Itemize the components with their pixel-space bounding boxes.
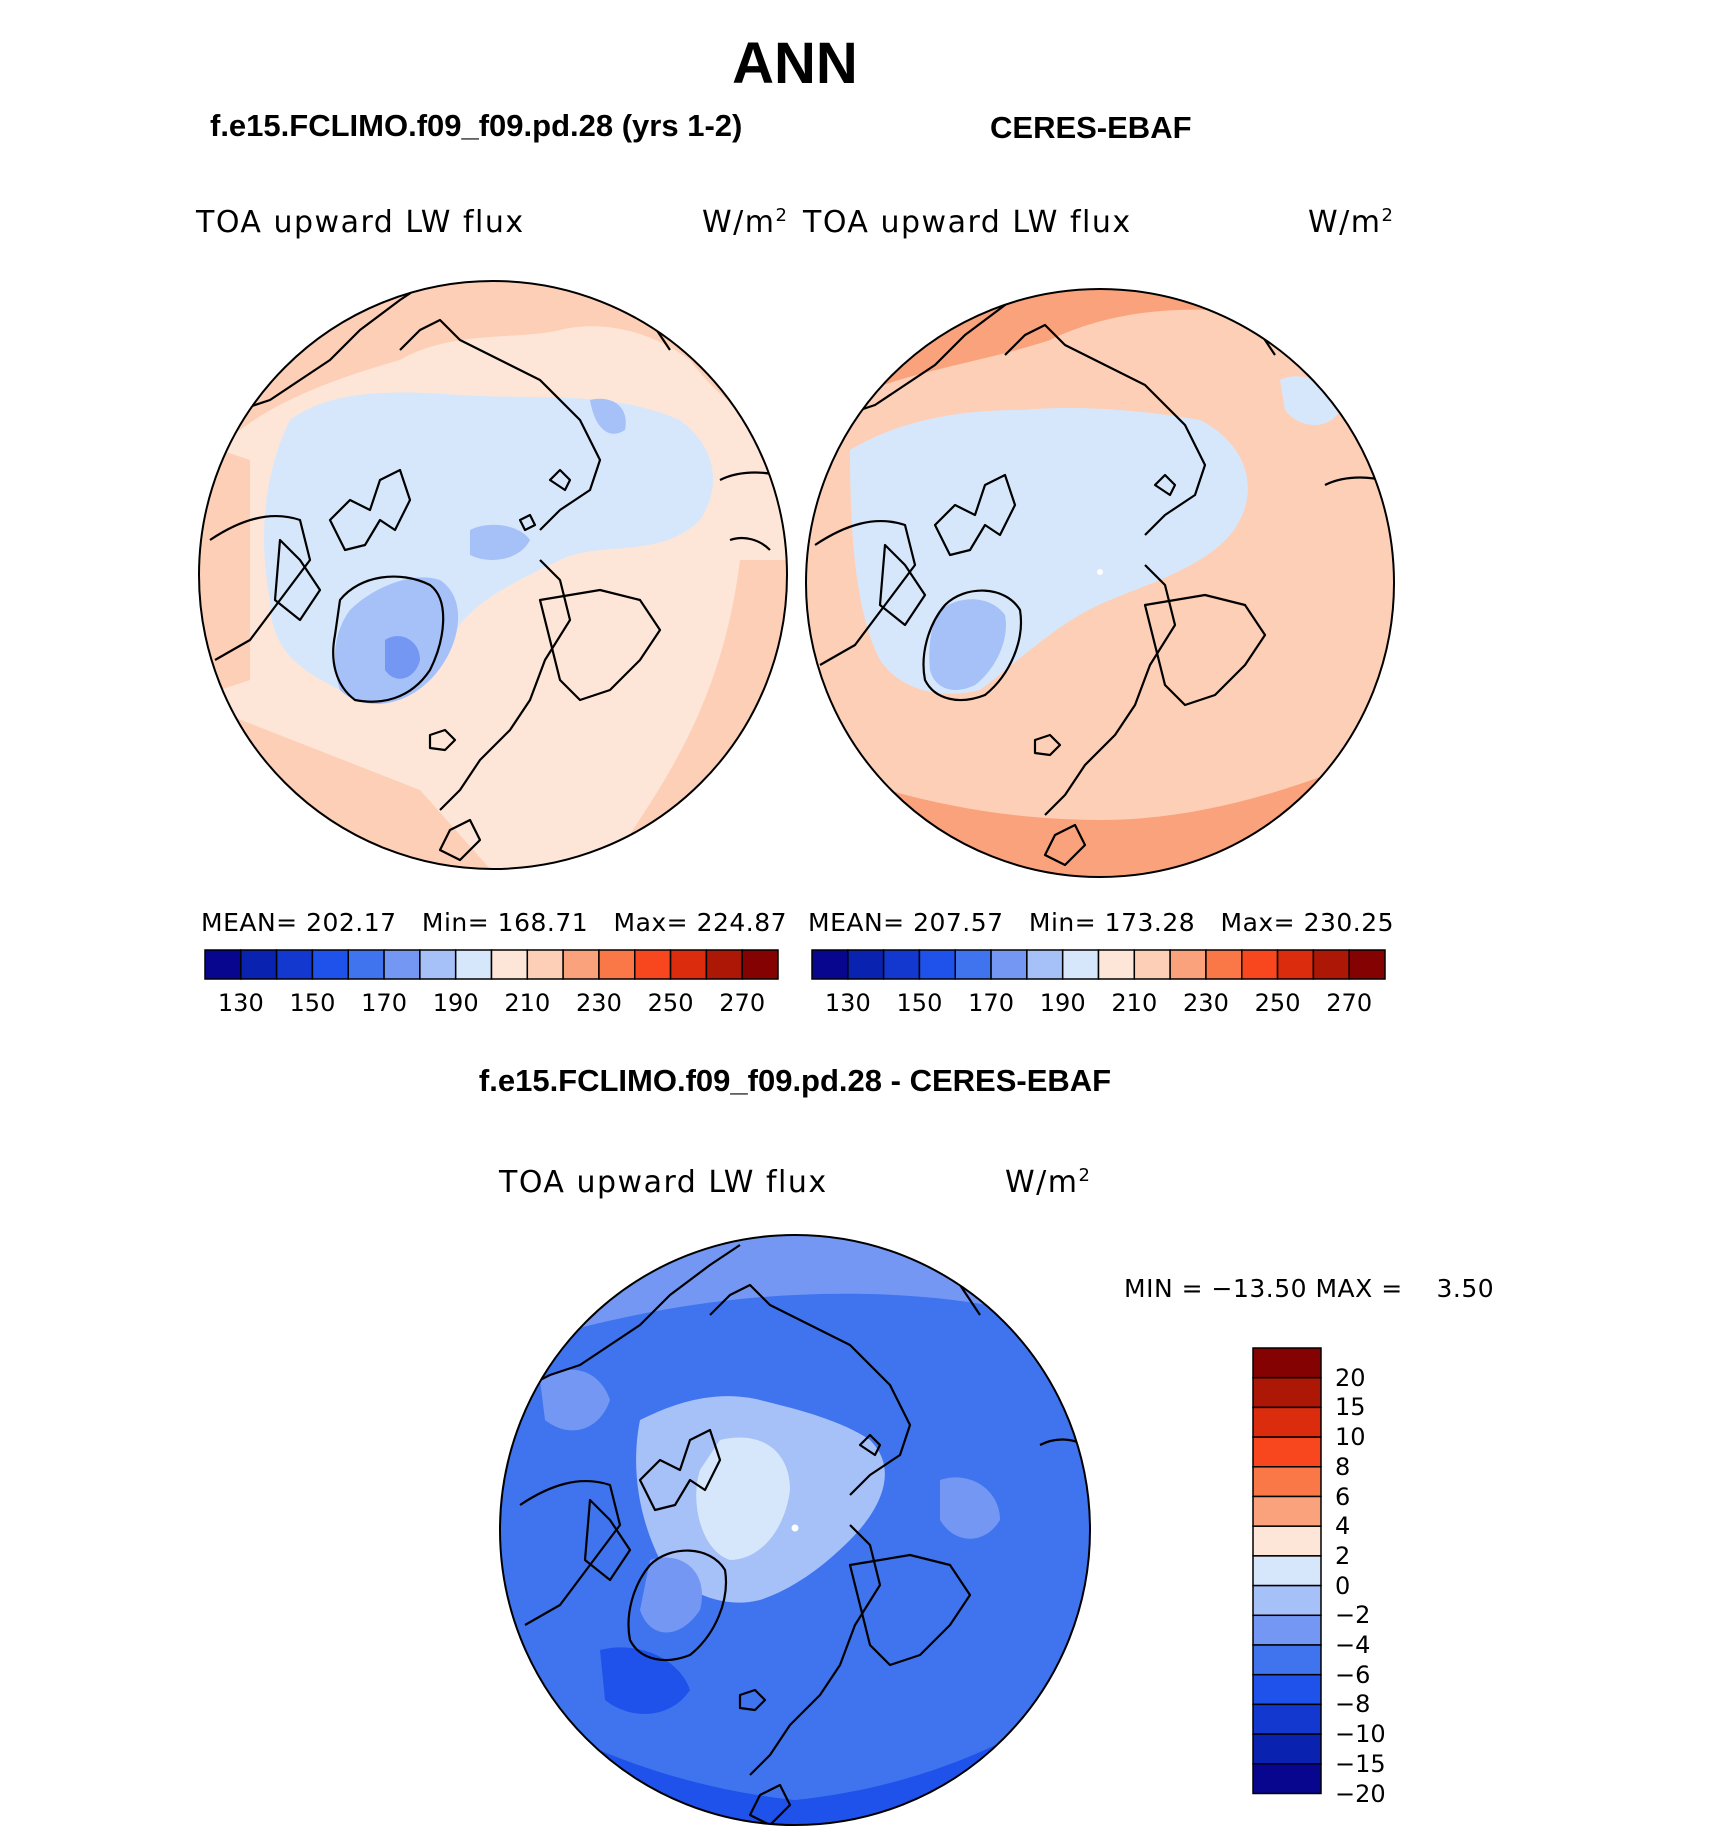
colorbar-difference-swatch (1252, 1376, 1322, 1409)
colorbar-left-tick-label: 170 (361, 989, 407, 1017)
difference-units: W/m2 (1005, 1165, 1092, 1200)
colorbar-difference-tick-label: 6 (1335, 1482, 1351, 1511)
map-left (199, 281, 787, 869)
colorbar-difference-tick-label: 20 (1335, 1363, 1366, 1392)
colorbar-difference-tick-label: −2 (1335, 1601, 1371, 1630)
colorbar-difference-tick-label: −8 (1335, 1690, 1371, 1719)
colorbar-difference-tick-label: −6 (1335, 1660, 1371, 1689)
colorbar-right-swatch (1133, 949, 1171, 980)
colorbar-left-tick-label: 270 (719, 989, 766, 1017)
colorbar-right-tick-label: 230 (1183, 989, 1229, 1017)
colorbar-right-swatch (882, 949, 921, 980)
map-right (806, 289, 1394, 877)
colorbar-left-swatch (240, 949, 278, 980)
colorbar-difference-swatch (1252, 1673, 1322, 1706)
colorbar-right-tick-label: 250 (1254, 989, 1301, 1017)
colorbar-left-tick-label: 250 (647, 989, 694, 1017)
panel-left-title: f.e15.FCLIMO.f09_f09.pd.28 (yrs 1-2) (210, 108, 743, 143)
colorbar-left-swatch (204, 949, 242, 980)
colorbar-right-swatch (1276, 949, 1315, 980)
colorbar-difference-tick-label: 0 (1335, 1571, 1351, 1600)
colorbar-difference-swatch (1252, 1644, 1322, 1676)
difference-variable: TOA upward LW flux (499, 1165, 828, 1200)
colorbar-difference-swatch (1252, 1763, 1322, 1795)
map-difference (500, 1235, 1090, 1825)
colorbar-difference-tick-label: 8 (1335, 1452, 1351, 1481)
colorbar-left-swatch (634, 949, 672, 980)
colorbar-right-tick-label: 190 (1039, 989, 1086, 1017)
colorbar-difference-tick-label: 15 (1335, 1393, 1366, 1422)
colorbar-difference-tick-label: 10 (1335, 1423, 1366, 1452)
colorbar-right-swatch (1097, 949, 1136, 980)
colorbar-left-tick-label: 130 (217, 989, 264, 1017)
panel-left-units: W/m2 (702, 205, 789, 240)
colorbar-right-tick-label: 270 (1326, 989, 1373, 1017)
colorbar-left-tick-label: 190 (432, 989, 479, 1017)
colorbar-difference-tick-label: −20 (1335, 1779, 1386, 1808)
colorbar-right-swatch (847, 949, 885, 980)
colorbar-left-tick-label: 150 (289, 989, 336, 1017)
colorbar-difference-swatch (1252, 1614, 1322, 1646)
colorbar-right-swatch (1205, 949, 1243, 980)
colorbar-right-swatch (918, 949, 956, 980)
colorbar-left-swatch (383, 949, 421, 980)
colorbar-right (811, 949, 1386, 980)
colorbar-right-tick-label: 130 (824, 989, 871, 1017)
colorbar-left-tick-label: 230 (576, 989, 622, 1017)
colorbar-right-tick-label: 210 (1111, 989, 1158, 1017)
colorbar-left-swatch (275, 949, 314, 980)
colorbar-difference-tick-label: 2 (1335, 1541, 1351, 1570)
colorbar-difference-swatch (1252, 1555, 1322, 1587)
colorbar-difference-tick-label: 4 (1335, 1512, 1351, 1541)
colorbar-left-swatch (526, 949, 564, 980)
difference-title: f.e15.FCLIMO.f09_f09.pd.28 - CERES-EBAF (478, 1063, 1112, 1098)
main-title: ANN (732, 31, 858, 96)
colorbar-difference-swatch (1252, 1525, 1322, 1557)
colorbar-left-swatch (490, 949, 529, 980)
colorbar-left-swatch (669, 949, 708, 980)
colorbar-left-swatch (562, 949, 600, 980)
colorbar-right-swatch (954, 949, 992, 980)
colorbar-left-swatch (705, 949, 743, 980)
colorbar-right-swatch (990, 949, 1028, 980)
colorbar-difference-tick-label: −10 (1335, 1720, 1386, 1749)
colorbar-right-swatch (1169, 949, 1207, 980)
colorbar-difference-swatch (1252, 1703, 1322, 1735)
panel-left-stats: MEAN= 202.17 Min= 168.71 Max= 224.87 (201, 908, 788, 937)
colorbar-right-swatch (1241, 949, 1279, 980)
panel-right-variable: TOA upward LW flux (803, 205, 1132, 240)
colorbar-right-tick-label: 170 (968, 989, 1014, 1017)
colorbar-left (204, 949, 779, 980)
colorbar-difference-swatch (1252, 1436, 1322, 1468)
colorbar-left-swatch (598, 949, 636, 980)
colorbar-difference-swatch (1252, 1733, 1322, 1765)
colorbar-difference-tick-label: −4 (1335, 1631, 1371, 1659)
colorbar-difference-swatch (1252, 1466, 1322, 1498)
colorbar-difference-swatch (1252, 1584, 1322, 1617)
colorbar-right-swatch (1312, 949, 1350, 980)
colorbar-right-swatch (1061, 949, 1100, 980)
colorbar-left-swatch (347, 949, 385, 980)
colorbar-right-swatch (811, 949, 849, 980)
colorbar-left-swatch (311, 949, 349, 980)
colorbar-left-swatch (419, 949, 457, 980)
colorbar-right-swatch (1348, 949, 1386, 980)
panel-right-stats: MEAN= 207.57 Min= 173.28 Max= 230.25 (808, 908, 1395, 937)
panel-right-units: W/m2 (1308, 205, 1395, 240)
colorbar-right-swatch (1026, 949, 1064, 980)
colorbar-difference (1252, 1347, 1322, 1795)
colorbar-left-swatch (741, 949, 779, 980)
colorbar-left-swatch (454, 949, 493, 980)
colorbar-difference-tick-label: −15 (1335, 1749, 1386, 1778)
colorbar-difference-swatch (1252, 1495, 1322, 1527)
colorbar-difference-swatch (1252, 1347, 1322, 1379)
colorbar-difference-swatch (1252, 1406, 1322, 1438)
panel-left-variable: TOA upward LW flux (196, 205, 525, 240)
colorbar-left-tick-label: 210 (504, 989, 551, 1017)
panel-right-title: CERES-EBAF (990, 110, 1192, 145)
difference-minmax: MIN = −13.50 MAX = 3.50 (1124, 1274, 1495, 1303)
colorbar-right-tick-label: 150 (896, 989, 943, 1017)
